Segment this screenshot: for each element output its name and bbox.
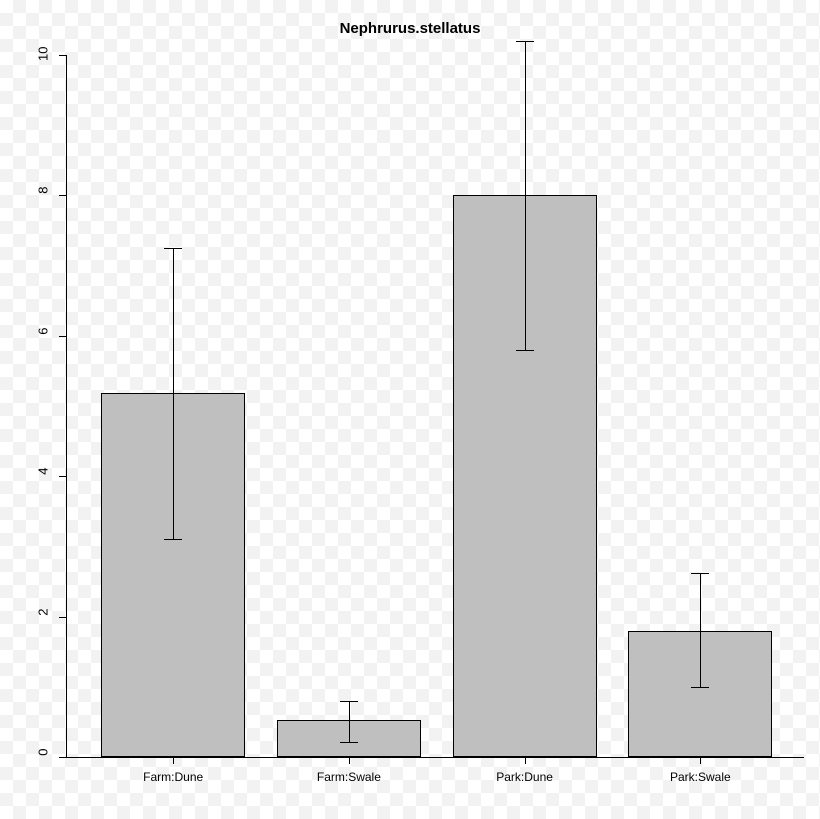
y-tick-label: 10	[36, 47, 51, 63]
y-tick	[59, 476, 66, 477]
error-bar-cap	[516, 350, 534, 351]
y-tick	[59, 195, 66, 196]
y-tick	[59, 757, 66, 758]
x-tick	[700, 757, 701, 764]
x-tick-label: Farm:Swale	[289, 770, 409, 784]
error-bar-line	[349, 701, 350, 742]
x-tick	[173, 757, 174, 764]
error-bar-cap	[691, 573, 709, 574]
y-tick-label: 4	[36, 468, 51, 484]
error-bar-line	[173, 248, 174, 539]
y-axis-line	[66, 55, 67, 757]
error-bar-cap	[340, 742, 358, 743]
y-tick	[59, 336, 66, 337]
plot-area: 0 2 4 6 8 10 Farm:Dune Farm:Swale Park:Dune Park:…	[0, 0, 820, 819]
x-tick-label: Farm:Dune	[113, 770, 233, 784]
y-tick	[59, 55, 66, 56]
error-bar-cap	[691, 687, 709, 688]
y-tick-label: 6	[36, 327, 51, 343]
x-tick	[349, 757, 350, 764]
y-tick	[59, 617, 66, 618]
x-tick-label: Park:Dune	[465, 770, 585, 784]
y-tick-label: 8	[36, 187, 51, 203]
error-bar-line	[525, 41, 526, 350]
chart-container: Nephrurus.stellatus 0246810Farm:DuneFarm…	[0, 0, 820, 819]
error-bar-line	[700, 573, 701, 687]
x-axis-line	[66, 757, 804, 758]
error-bar-cap	[516, 41, 534, 42]
x-tick	[525, 757, 526, 764]
y-tick-label: 2	[36, 608, 51, 624]
error-bar-cap	[340, 701, 358, 702]
y-tick-label: 0	[36, 749, 51, 765]
x-tick-label: Park:Swale	[640, 770, 760, 784]
error-bar-cap	[164, 539, 182, 540]
error-bar-cap	[164, 248, 182, 249]
